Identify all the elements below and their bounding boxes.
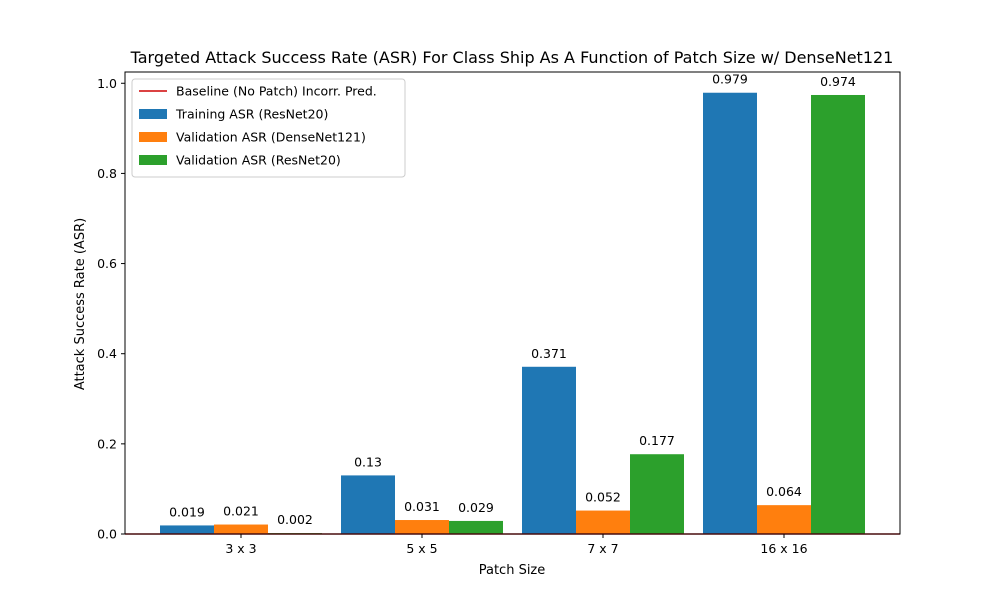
data-label-2-3: 0.052 bbox=[585, 490, 621, 505]
bar-3-4 bbox=[811, 94, 865, 535]
y-tick-label-1: 0.0 bbox=[97, 527, 117, 542]
data-label-1-3: 0.371 bbox=[531, 346, 567, 361]
legend-label-2: Training ASR (ResNet20) bbox=[175, 107, 328, 122]
legend-swatch-1 bbox=[139, 109, 167, 119]
bar-3-3 bbox=[630, 454, 684, 534]
chart-title: Targeted Attack Success Rate (ASR) For C… bbox=[130, 48, 894, 67]
legend-label-1: Baseline (No Patch) Incorr. Pred. bbox=[176, 84, 377, 99]
data-label-2-2: 0.031 bbox=[404, 499, 440, 514]
bar-2-2 bbox=[395, 520, 449, 534]
legend: Baseline (No Patch) Incorr. Pred. Trainin… bbox=[131, 78, 406, 178]
data-label-1-1: 0.019 bbox=[169, 504, 205, 519]
y-tick-label-6: 1.0 bbox=[97, 76, 117, 91]
axes-layer: 0.0 0.2 0.4 0.6 0.8 1.0 3 x 3 5 x 5 7 x 7 16 x 16 bbox=[97, 71, 901, 556]
data-label-1-4: 0.979 bbox=[712, 72, 748, 87]
y-tick-label-5: 0.8 bbox=[97, 166, 117, 181]
data-label-3-3: 0.177 bbox=[639, 433, 675, 448]
legend-label-4: Validation ASR (ResNet20) bbox=[176, 153, 341, 168]
bars-layer bbox=[160, 92, 865, 535]
data-label-3-1: 0.002 bbox=[277, 512, 313, 527]
legend-label-3: Validation ASR (DenseNet121) bbox=[176, 130, 366, 145]
bar-1-2 bbox=[341, 475, 395, 534]
bar-1-3 bbox=[522, 366, 576, 534]
data-label-2-1: 0.021 bbox=[223, 504, 259, 519]
bar-1-1 bbox=[160, 525, 214, 534]
data-label-2-4: 0.064 bbox=[766, 484, 802, 499]
bar-2-3 bbox=[576, 510, 630, 534]
x-tick-label-3: 7 x 7 bbox=[587, 541, 618, 556]
legend-swatch-2 bbox=[139, 132, 167, 142]
x-tick-label-4: 16 x 16 bbox=[760, 541, 807, 556]
x-tick-label-1: 3 x 3 bbox=[225, 541, 256, 556]
legend-box bbox=[131, 78, 406, 178]
data-label-3-4: 0.974 bbox=[820, 74, 856, 89]
bar-3-2 bbox=[449, 520, 503, 534]
data-labels-layer: 0.019 0.021 0.002 0.13 0.031 0.029 0.371 0.052 0… bbox=[169, 72, 856, 527]
y-tick-label-4: 0.6 bbox=[97, 256, 117, 271]
x-tick-label-2: 5 x 5 bbox=[406, 541, 437, 556]
legend-swatch-3 bbox=[139, 155, 167, 165]
data-label-1-2: 0.13 bbox=[354, 454, 382, 469]
bar-2-4 bbox=[757, 505, 811, 534]
y-tick-label-3: 0.4 bbox=[97, 346, 117, 361]
bar-1-4 bbox=[703, 92, 757, 535]
data-label-3-2: 0.029 bbox=[458, 500, 494, 515]
plot-frame bbox=[124, 71, 901, 535]
bar-2-1 bbox=[214, 524, 268, 534]
y-tick-label-2: 0.2 bbox=[97, 436, 117, 451]
y-axis-label: Attack Success Rate (ASR) bbox=[73, 218, 88, 390]
x-axis-label: Patch Size bbox=[479, 563, 546, 578]
